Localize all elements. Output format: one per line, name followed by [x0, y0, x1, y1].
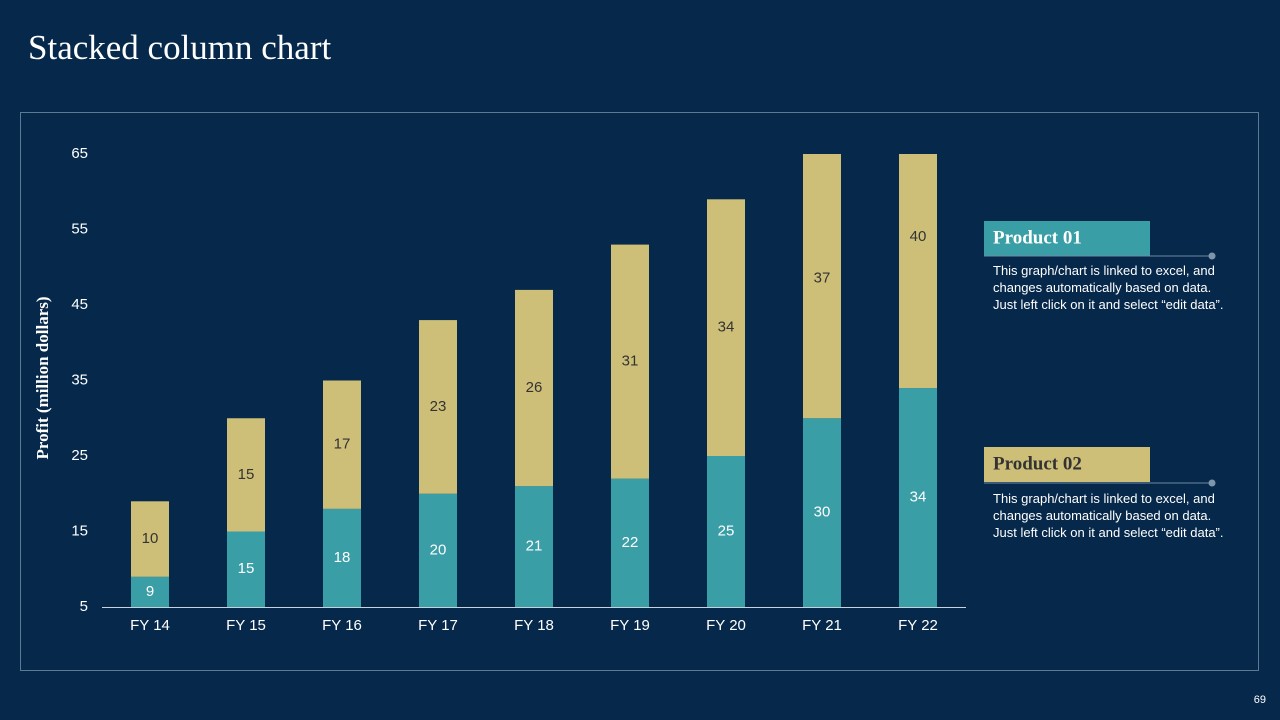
data-label: 15 — [238, 466, 255, 483]
x-tick-label: FY 19 — [610, 617, 650, 634]
bar-segment — [419, 493, 457, 607]
bar-segment — [707, 456, 745, 607]
legend-label: Product 01 — [993, 227, 1082, 248]
bar-segment — [323, 380, 361, 509]
data-label: 37 — [814, 270, 831, 287]
bar-segment — [131, 501, 169, 577]
x-tick-label: FY 21 — [802, 617, 842, 634]
y-tick-label: 65 — [71, 145, 88, 162]
bar-segment — [899, 388, 937, 607]
data-label: 21 — [526, 538, 543, 555]
data-label: 30 — [814, 504, 831, 521]
bar-segment — [227, 531, 265, 607]
annotation: This graph/chart is linked to excel, and… — [993, 263, 1224, 312]
bars — [131, 154, 937, 607]
data-label: 26 — [526, 379, 543, 396]
y-tick-label: 45 — [71, 296, 88, 313]
data-label: 31 — [622, 353, 639, 370]
bar-segment — [227, 418, 265, 532]
legend-dot — [1208, 252, 1216, 260]
legend-box — [984, 221, 1150, 256]
data-label: 34 — [718, 319, 735, 336]
x-tick-label: FY 17 — [418, 617, 458, 634]
y-tick-label: 25 — [71, 447, 88, 464]
data-label: 20 — [430, 541, 447, 558]
bar-segment — [803, 418, 841, 607]
bar-segment — [323, 508, 361, 607]
bar-segment — [131, 576, 169, 607]
bar-segment — [803, 154, 841, 419]
data-label: 40 — [910, 228, 927, 245]
x-tick-label: FY 18 — [514, 617, 554, 634]
y-tick-label: 15 — [71, 522, 88, 539]
data-label: 25 — [718, 522, 735, 539]
y-tick-label: 5 — [80, 598, 88, 615]
page-number: 69 — [1254, 694, 1266, 706]
bar-segment — [515, 486, 553, 607]
data-label: 18 — [334, 549, 351, 566]
bar-segment — [899, 154, 937, 389]
bar-segment — [419, 320, 457, 494]
y-tick-label: 35 — [71, 371, 88, 388]
y-tick-label: 55 — [71, 220, 88, 237]
data-label: 9 — [146, 583, 154, 600]
bar-segment — [707, 199, 745, 457]
slide-title: Stacked column chart — [28, 28, 332, 67]
legend-box — [984, 447, 1150, 482]
legend-dot — [1208, 479, 1216, 487]
annotation: This graph/chart is linked to excel, and… — [993, 491, 1224, 540]
data-label: 15 — [238, 560, 255, 577]
x-tick-label: FY 14 — [130, 617, 170, 634]
bar-segment — [611, 244, 649, 479]
x-tick-label: FY 15 — [226, 617, 266, 634]
x-tick-label: FY 16 — [322, 617, 362, 634]
bar-segment — [515, 289, 553, 487]
bar-segment — [611, 478, 649, 607]
data-label: 22 — [622, 534, 639, 551]
y-axis-label: Profit (million dollars) — [33, 296, 52, 459]
x-tick-label: FY 22 — [898, 617, 938, 634]
data-label: 23 — [430, 398, 447, 415]
legend-label: Product 02 — [993, 453, 1082, 474]
x-tick-label: FY 20 — [706, 617, 746, 634]
data-label: 10 — [142, 530, 159, 547]
chart-frame — [20, 112, 1259, 671]
data-label: 34 — [910, 488, 927, 505]
data-label: 17 — [334, 436, 351, 453]
